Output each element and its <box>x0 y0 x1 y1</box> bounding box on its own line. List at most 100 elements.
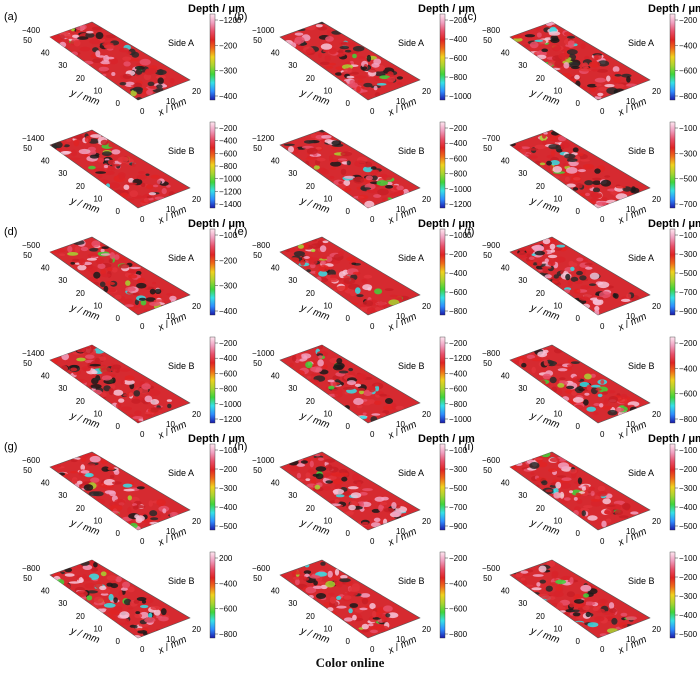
x-tick-label: 0 <box>370 645 375 654</box>
y-tick-label: 0 <box>346 207 351 216</box>
x-tick-label: 0 <box>140 322 145 331</box>
y-tick-label: 10 <box>323 86 332 95</box>
surface-texture <box>510 560 638 637</box>
x-tick-label: 20 <box>192 195 201 204</box>
colorbar-title: Depth / μm <box>648 218 700 230</box>
colorbar-tick-label: −400 <box>449 269 468 278</box>
colorbar-tick-label: −100 <box>679 554 698 563</box>
y-tick-label: 50 <box>483 359 492 368</box>
surface-texture <box>51 345 172 423</box>
surface-texture <box>280 561 399 634</box>
colorbar <box>209 443 216 531</box>
y-tick-label: 0 <box>576 314 581 323</box>
colorbar-tick-label: −200 <box>679 465 698 474</box>
surface-texture <box>517 238 640 315</box>
depth-surface <box>49 559 191 639</box>
depth-corner-label: −400 <box>22 26 41 35</box>
y-tick-label: 10 <box>553 86 562 95</box>
colorbar-tick-label: −300 <box>679 484 698 493</box>
panel-label: (d) <box>4 226 17 238</box>
colorbar <box>439 443 446 531</box>
colorbar-tick-label: −600 <box>219 149 238 158</box>
y-tick-label: 40 <box>41 479 50 488</box>
colorbar <box>669 443 676 531</box>
colorbar-tick-label: −600 <box>679 390 698 399</box>
y-tick-label: 20 <box>536 289 545 298</box>
colorbar-tick-label: −100 <box>679 124 698 133</box>
colorbar-tick-label: −1000 <box>219 400 242 409</box>
x-tick-label: 0 <box>140 430 145 439</box>
x-tick-label: 20 <box>652 87 661 96</box>
y-tick-label: 10 <box>93 516 102 525</box>
side-label: Side B <box>168 576 195 586</box>
colorbar-tick-label: −1200 <box>219 16 242 25</box>
y-tick-label: 20 <box>536 397 545 406</box>
y-tick-label: 0 <box>346 314 351 323</box>
x-tick-label: 0 <box>600 430 605 439</box>
y-tick-label: 40 <box>501 49 510 58</box>
y-tick-label: 30 <box>288 169 297 178</box>
y-tick-label: 50 <box>23 466 32 475</box>
depth-corner-label: −1000 <box>252 349 275 358</box>
x-tick-label: 0 <box>370 430 375 439</box>
colorbar-tick-label: −1000 <box>219 175 242 184</box>
colorbar-tick-label: −300 <box>679 149 698 158</box>
depth-corner-label: −900 <box>482 241 501 250</box>
colorbar-tick-label: −1200 <box>219 187 242 196</box>
colorbar-tick-label: −500 <box>219 522 238 531</box>
y-tick-label: 50 <box>23 574 32 583</box>
surface-texture <box>511 348 640 418</box>
y-tick-label: 0 <box>576 207 581 216</box>
x-tick-label: 10 <box>396 97 405 106</box>
surface-texture <box>51 452 179 530</box>
y-tick-label: 40 <box>501 587 510 596</box>
y-tick-label: 0 <box>346 637 351 646</box>
y-tick-label: 40 <box>41 372 50 381</box>
x-tick-label: 10 <box>626 527 635 536</box>
y-tick-label: 30 <box>58 169 67 178</box>
colorbar-tick-label: −100 <box>219 446 238 455</box>
y-tick-label: 20 <box>536 182 545 191</box>
colorbar-tick-label: −800 <box>219 385 238 394</box>
x-tick-label: 20 <box>422 625 431 634</box>
x-tick-label: 20 <box>192 625 201 634</box>
y-tick-label: 0 <box>116 314 121 323</box>
x-tick-label: 20 <box>422 302 431 311</box>
colorbar-tick-label: −800 <box>449 307 468 316</box>
colorbar-tick-label: −300 <box>449 465 468 474</box>
depth-corner-label: −1000 <box>252 26 275 35</box>
colorbar <box>209 551 216 639</box>
y-tick-label: 50 <box>253 251 262 260</box>
colorbar-title: Depth / μm <box>648 3 700 15</box>
y-tick-label: 0 <box>576 529 581 538</box>
y-tick-label: 20 <box>76 289 85 298</box>
colorbar <box>439 228 446 316</box>
y-tick-label: 30 <box>58 384 67 393</box>
colorbar-tick-label: −300 <box>219 484 238 493</box>
colorbar-tick-label: −100 <box>679 446 698 455</box>
y-tick-label: 0 <box>346 99 351 108</box>
panel-label: (f) <box>464 226 474 238</box>
y-tick-label: 40 <box>271 479 280 488</box>
y-tick-label: 30 <box>518 169 527 178</box>
panel-label: (i) <box>464 441 474 453</box>
y-tick-label: 10 <box>553 624 562 633</box>
colorbar-tick-label: −200 <box>449 124 468 133</box>
depth-corner-label: −1400 <box>22 349 45 358</box>
colorbar-tick-label: −200 <box>679 573 698 582</box>
colorbar-tick-label: −500 <box>679 630 698 639</box>
y-tick-label: 0 <box>116 637 121 646</box>
x-tick-label: 0 <box>370 322 375 331</box>
x-tick-label: 10 <box>396 527 405 536</box>
panel-label: (g) <box>4 441 17 453</box>
y-tick-label: 40 <box>501 479 510 488</box>
colorbar-tick-label: −800 <box>449 630 468 639</box>
y-tick-label: 20 <box>76 397 85 406</box>
surface-texture <box>289 345 404 423</box>
colorbar-title: Depth / μm <box>188 218 245 230</box>
depth-corner-label: −800 <box>22 564 41 573</box>
side-label: Side A <box>168 253 194 263</box>
